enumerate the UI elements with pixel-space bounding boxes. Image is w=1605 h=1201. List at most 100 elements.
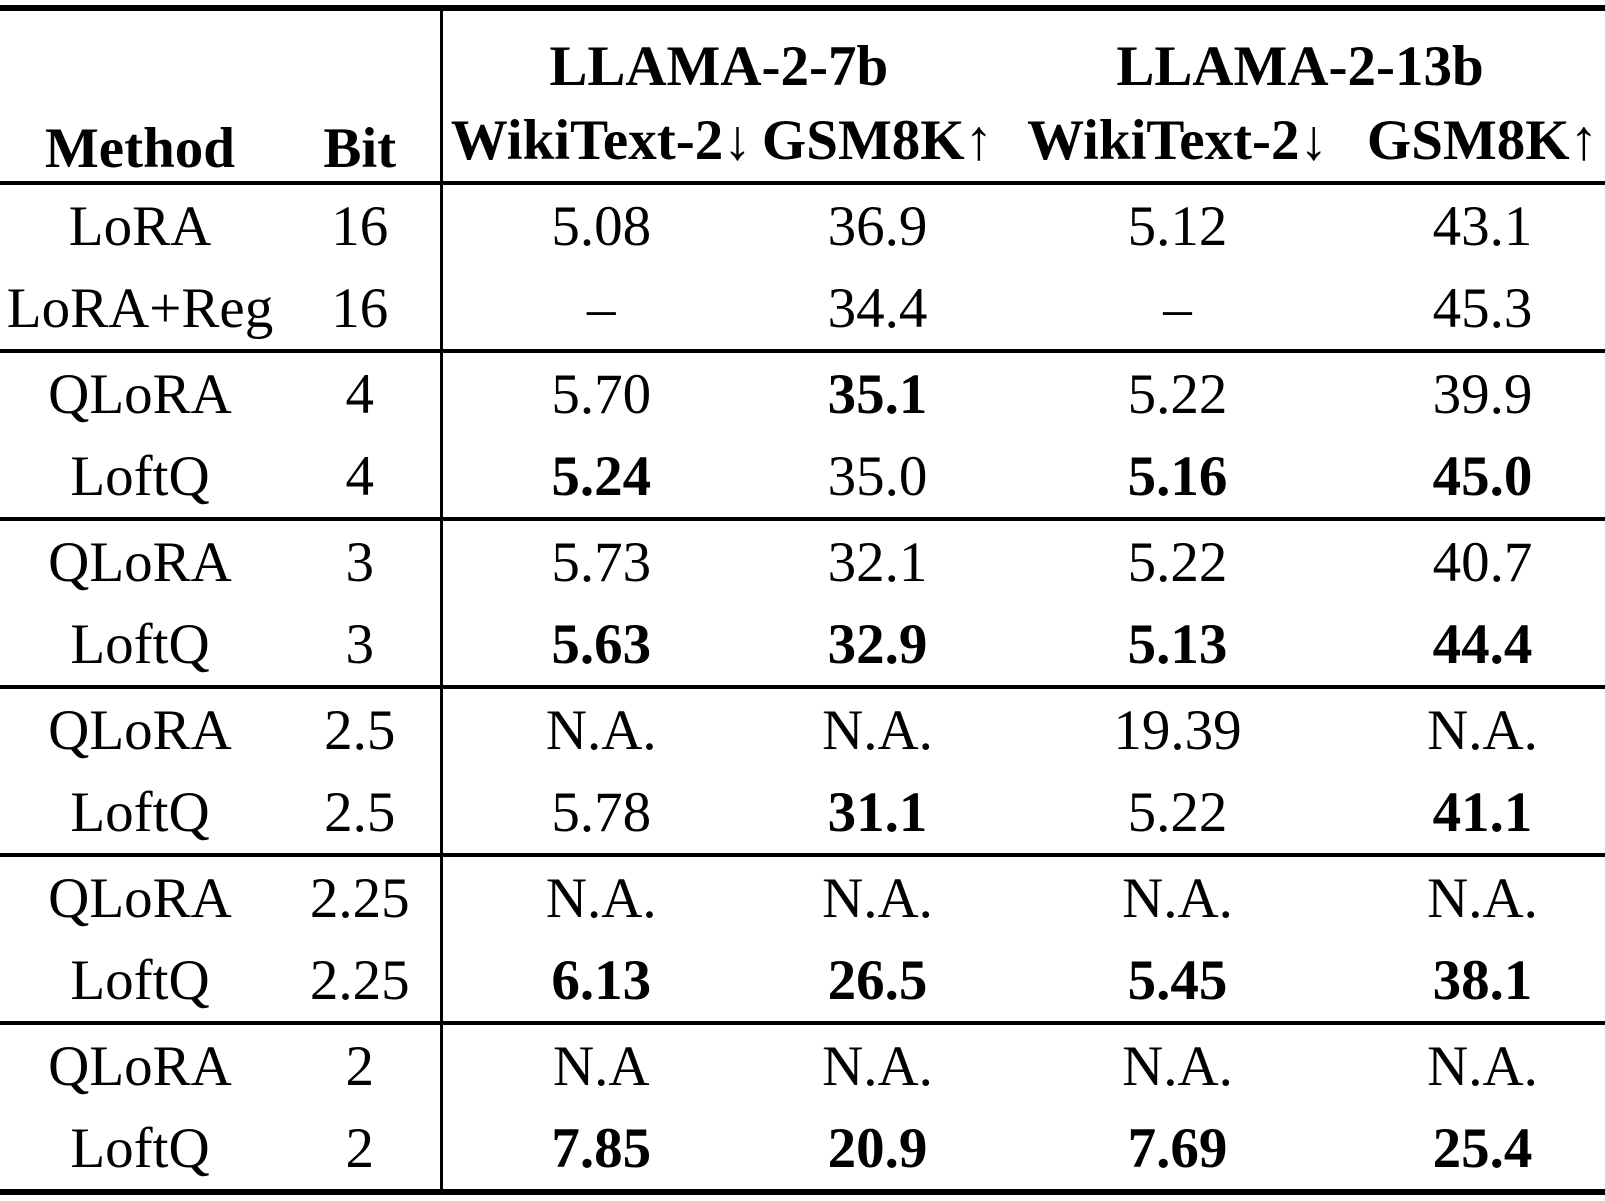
wikitext2-7b-cell: N.A.	[439, 855, 760, 939]
row-group-2: QLoRA 4 5.70 35.1 5.22 39.9 LoftQ 4 5.24…	[0, 351, 1605, 519]
row-group-6: QLoRA 2 N.A N.A. N.A. N.A. LoftQ 2 7.85 …	[0, 1023, 1605, 1192]
bit-cell: 16	[331, 194, 389, 258]
llama-2-13b-group-header: LLAMA-2-13b	[1116, 35, 1484, 98]
bit-cell: 16	[331, 276, 389, 340]
gsm8k-13b-column-header: GSM8K↑	[1366, 108, 1599, 172]
bit-column-header: Bit	[323, 117, 397, 180]
wikitext2-13b-cell: 5.13	[1127, 612, 1228, 676]
row-group-3: QLoRA 3 5.73 32.1 5.22 40.7 LoftQ 3 5.63…	[0, 519, 1605, 687]
method-column-header: Method	[45, 117, 235, 180]
gsm8k-13b-cell: 45.0	[1432, 444, 1533, 508]
gsm8k-7b-cell: 35.1	[827, 362, 928, 426]
bit-cell: 2	[345, 1034, 375, 1098]
llama-2-7b-group-header: LLAMA-2-7b	[439, 8, 996, 99]
gsm8k-13b-cell: 44.4	[1432, 612, 1533, 676]
row-group-5: QLoRA 2.25 N.A. N.A. N.A. N.A. LoftQ 2.2…	[0, 855, 1605, 1023]
gsm8k-7b-cell: 32.9	[827, 612, 928, 676]
method-cell: LoftQ	[70, 1116, 210, 1180]
table-row: QLoRA 4 5.70 35.1 5.22 39.9	[0, 351, 1605, 435]
gsm8k-7b-cell: 20.9	[827, 1116, 928, 1180]
table-row: LoRA+Reg 16 – 34.4 – 45.3	[0, 267, 1605, 351]
gsm8k-7b-cell: N.A.	[822, 1034, 933, 1098]
gsm8k-7b-cell: 31.1	[827, 780, 928, 844]
bit-cell: 2.5	[324, 780, 396, 844]
table-row: LoRA 16 5.08 36.9 5.12 43.1	[0, 183, 1605, 267]
table-row: LoftQ 4 5.24 35.0 5.16 45.0	[0, 435, 1605, 519]
bit-cell: 4	[345, 362, 375, 426]
gsm8k-13b-cell: 39.9	[1432, 362, 1533, 426]
wikitext2-13b-cell: N.A.	[1122, 1034, 1233, 1098]
gsm8k-13b-cell: N.A.	[1427, 698, 1538, 762]
table-header: Method Bit LLAMA-2-7b LLAMA-2-13b WikiTe…	[0, 8, 1605, 183]
wikitext2-13b-cell: 5.22	[1127, 530, 1228, 594]
method-cell: LoRA+Reg	[6, 276, 274, 340]
table-row: QLoRA 2 N.A N.A. N.A. N.A.	[0, 1023, 1605, 1107]
gsm8k-7b-cell: 36.9	[827, 194, 928, 258]
gsm8k-7b-column-header: GSM8K↑	[761, 108, 994, 172]
wikitext2-7b-cell: 5.70	[439, 351, 760, 435]
gsm8k-7b-cell: N.A.	[822, 698, 933, 762]
gsm8k-7b-cell: 34.4	[827, 276, 928, 340]
wikitext2-7b-cell: 6.13	[439, 939, 760, 1023]
method-cell: QLoRA	[48, 698, 232, 762]
wikitext2-7b-cell: 5.73	[439, 519, 760, 603]
wikitext2-7b-cell: 5.24	[439, 435, 760, 519]
table-row: LoftQ 2 7.85 20.9 7.69 25.4	[0, 1107, 1605, 1192]
wikitext2-13b-cell: N.A.	[1122, 866, 1233, 930]
method-cell: LoftQ	[70, 444, 210, 508]
method-cell: QLoRA	[48, 530, 232, 594]
wikitext2-7b-cell: 5.78	[439, 771, 760, 855]
model-header-row: Method Bit LLAMA-2-7b LLAMA-2-13b	[0, 8, 1605, 177]
wikitext2-7b-cell: 7.85	[439, 1107, 760, 1192]
table-row: LoftQ 2.25 6.13 26.5 5.45 38.1	[0, 939, 1605, 1023]
bit-cell: 2.25	[309, 948, 410, 1012]
method-cell: QLoRA	[48, 1034, 232, 1098]
wikitext2-13b-cell: 5.16	[1127, 444, 1228, 508]
gsm8k-13b-cell: 41.1	[1432, 780, 1533, 844]
wikitext2-13b-cell: –	[1163, 276, 1192, 340]
table-row: LoftQ 2.5 5.78 31.1 5.22 41.1	[0, 771, 1605, 855]
table-row: QLoRA 3 5.73 32.1 5.22 40.7	[0, 519, 1605, 603]
method-cell: LoftQ	[70, 780, 210, 844]
wikitext2-13b-cell: 19.39	[1113, 698, 1242, 762]
gsm8k-13b-cell: 38.1	[1432, 948, 1533, 1012]
wikitext2-13b-cell: 5.12	[1127, 194, 1228, 258]
gsm8k-13b-cell: 45.3	[1432, 276, 1533, 340]
wikitext2-7b-cell: N.A.	[439, 687, 760, 771]
row-group-4: QLoRA 2.5 N.A. N.A. 19.39 N.A. LoftQ 2.5…	[0, 687, 1605, 855]
wikitext2-13b-cell: 7.69	[1127, 1116, 1228, 1180]
bit-cell: 2	[345, 1116, 375, 1180]
gsm8k-13b-cell: N.A.	[1427, 1034, 1538, 1098]
gsm8k-7b-cell: 32.1	[827, 530, 928, 594]
method-cell: QLoRA	[48, 866, 232, 930]
wikitext2-13b-cell: 5.22	[1127, 780, 1228, 844]
gsm8k-13b-cell: 43.1	[1432, 194, 1533, 258]
bit-cell: 4	[345, 444, 375, 508]
gsm8k-13b-cell: 25.4	[1432, 1116, 1533, 1180]
table-row: QLoRA 2.5 N.A. N.A. 19.39 N.A.	[0, 687, 1605, 771]
wikitext2-7b-cell: –	[439, 267, 760, 351]
gsm8k-7b-cell: 26.5	[827, 948, 928, 1012]
wikitext2-13b-cell: 5.22	[1127, 362, 1228, 426]
method-cell: LoftQ	[70, 948, 210, 1012]
wikitext2-13b-cell: 5.45	[1127, 948, 1228, 1012]
wikitext2-7b-cell: N.A	[439, 1023, 760, 1107]
metric-header-row: WikiText-2↓ GSM8K↑ WikiText-2↓ GSM8K↑	[0, 99, 1605, 183]
method-cell: LoftQ	[70, 612, 210, 676]
table-row: QLoRA 2.25 N.A. N.A. N.A. N.A.	[0, 855, 1605, 939]
method-cell: QLoRA	[48, 362, 232, 426]
bit-cell: 3	[345, 612, 375, 676]
wikitext2-7b-column-header: WikiText-2↓	[439, 99, 760, 183]
wikitext2-7b-cell: 5.08	[439, 183, 760, 267]
gsm8k-7b-cell: N.A.	[822, 866, 933, 930]
gsm8k-7b-cell: 35.0	[827, 444, 928, 508]
results-table: Method Bit LLAMA-2-7b LLAMA-2-13b WikiTe…	[0, 5, 1605, 1195]
bit-cell: 2.5	[324, 698, 396, 762]
method-cell: LoRA	[68, 194, 212, 258]
wikitext2-7b-cell: 5.63	[439, 603, 760, 687]
bit-cell: 3	[345, 530, 375, 594]
bit-cell: 2.25	[309, 866, 410, 930]
wikitext2-13b-column-header: WikiText-2↓	[1027, 108, 1328, 172]
table-row: LoftQ 3 5.63 32.9 5.13 44.4	[0, 603, 1605, 687]
gsm8k-13b-cell: 40.7	[1432, 530, 1533, 594]
